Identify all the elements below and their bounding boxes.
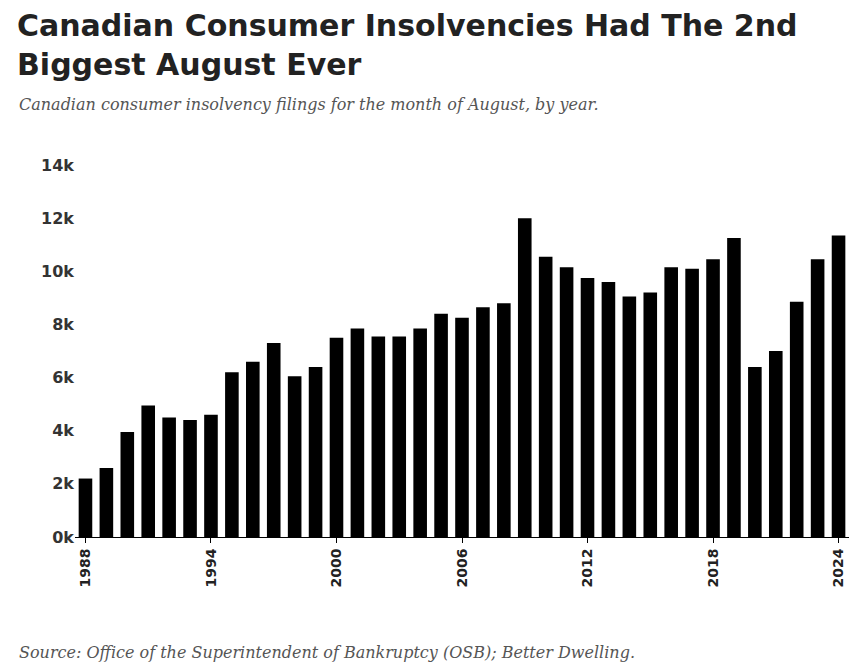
- svg-text:1994: 1994: [203, 548, 219, 587]
- svg-text:0k: 0k: [52, 528, 74, 547]
- svg-text:14k: 14k: [41, 156, 74, 175]
- svg-text:2000: 2000: [328, 548, 344, 587]
- svg-text:2012: 2012: [579, 549, 595, 588]
- svg-text:8k: 8k: [52, 315, 74, 334]
- svg-text:Source: Office of the Superint: Source: Office of the Superintendent of …: [19, 643, 635, 662]
- svg-text:4k: 4k: [52, 421, 74, 440]
- svg-text:2018: 2018: [705, 549, 721, 588]
- svg-text:6k: 6k: [52, 368, 74, 387]
- svg-text:10k: 10k: [41, 262, 74, 281]
- svg-text:12k: 12k: [41, 209, 74, 228]
- svg-text:2006: 2006: [454, 549, 470, 588]
- svg-text:Canadian consumer insolvency f: Canadian consumer insolvency filings for…: [19, 95, 599, 114]
- svg-text:1988: 1988: [77, 549, 93, 588]
- svg-text:Canadian Consumer Insolvencies: Canadian Consumer Insolvencies Had The 2…: [17, 8, 798, 82]
- svg-text:2k: 2k: [52, 474, 74, 493]
- svg-text:2024: 2024: [830, 548, 846, 587]
